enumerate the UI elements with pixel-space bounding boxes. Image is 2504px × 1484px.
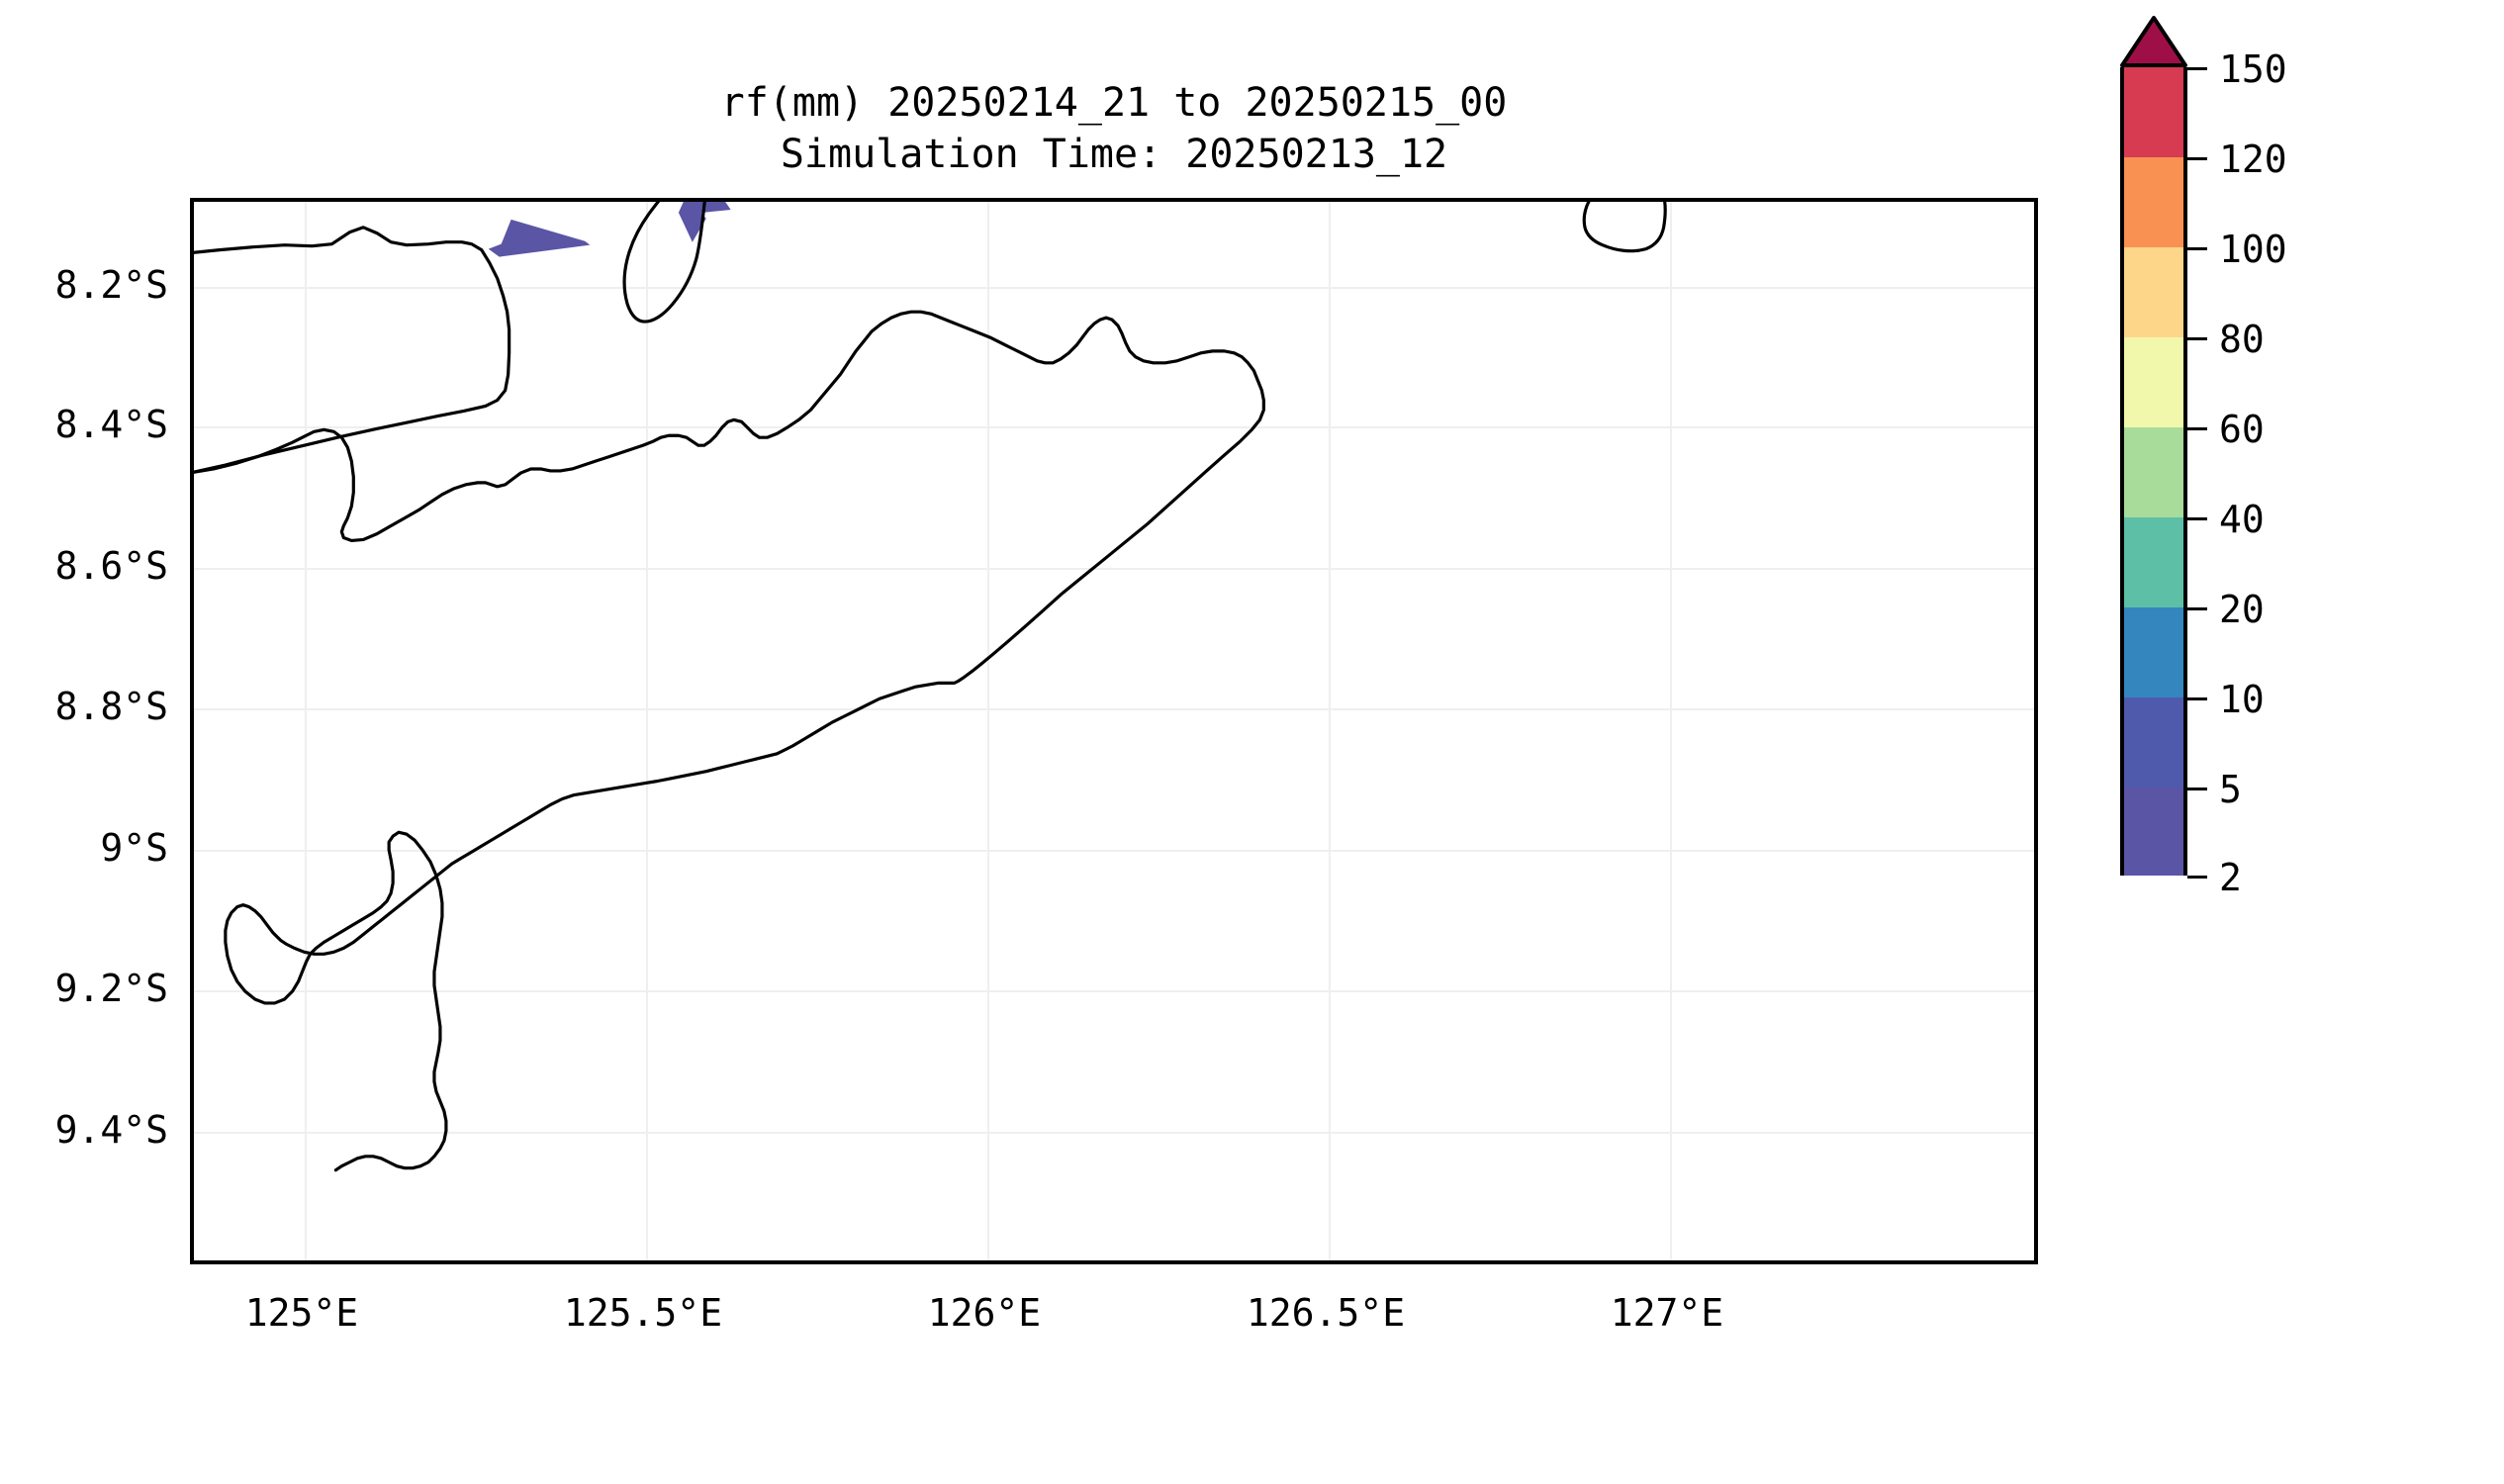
colorbar-over-arrow-icon bbox=[2120, 16, 2187, 67]
colorbar-band-2-5 bbox=[2124, 788, 2183, 876]
colorbar-tick-80 bbox=[2187, 337, 2207, 340]
title-line-secondary: Simulation Time: 20250213_12 bbox=[780, 132, 1448, 177]
colorbar-band-80-100 bbox=[2124, 247, 2183, 337]
colorbar-label-2: 2 bbox=[2219, 856, 2242, 899]
colorbar-tick-60 bbox=[2187, 427, 2207, 430]
colorbar-tick-40 bbox=[2187, 517, 2207, 520]
colorbar-band-20-40 bbox=[2124, 517, 2183, 607]
colorbar-tick-2 bbox=[2187, 876, 2207, 879]
colorbar-band-10-20 bbox=[2124, 607, 2183, 697]
colorbar-tick-10 bbox=[2187, 697, 2207, 700]
ytick-label-8.8: 8.8°S bbox=[54, 685, 168, 728]
ytick-label-8.6: 8.6°S bbox=[54, 544, 168, 588]
coastline-small-north-island bbox=[1582, 202, 1667, 253]
coastline-atauro-island bbox=[622, 202, 706, 324]
title-line-primary: rf(mm) 20250214_21 to 20250215_00 bbox=[720, 80, 1508, 126]
gridline-lat-9.0 bbox=[194, 850, 2034, 852]
xtick-label-127.0: 127°E bbox=[1610, 1291, 1724, 1335]
gridline-lon-126.5 bbox=[1329, 202, 1331, 1260]
map-geometry-layer bbox=[194, 202, 1667, 1172]
colorbar: 150 120 100 80 60 40 20 10 5 2 bbox=[2120, 16, 2496, 910]
gridline-lon-127.0 bbox=[1670, 202, 1672, 1260]
ytick-label-8.2: 8.2°S bbox=[54, 263, 168, 307]
colorbar-band-100-120 bbox=[2124, 157, 2183, 247]
gridline-lon-126.0 bbox=[987, 202, 989, 1260]
xtick-label-126.5: 126.5°E bbox=[1246, 1291, 1406, 1335]
colorbar-band-60-80 bbox=[2124, 337, 2183, 427]
colorbar-label-150: 150 bbox=[2219, 47, 2287, 91]
gridline-lat-9.4 bbox=[194, 1132, 2034, 1134]
colorbar-tick-150 bbox=[2187, 67, 2207, 70]
gridline-lat-8.4 bbox=[194, 426, 2034, 428]
figure-title: rf(mm) 20250214_21 to 20250215_00 Simula… bbox=[190, 77, 2038, 180]
coastline-timor-mainland bbox=[194, 310, 1265, 1172]
colorbar-label-100: 100 bbox=[2219, 228, 2287, 271]
gridline-lon-125.5 bbox=[646, 202, 648, 1260]
colorbar-tick-100 bbox=[2187, 247, 2207, 250]
coastline-northwest-fragment bbox=[194, 226, 511, 474]
xtick-label-126.0: 126°E bbox=[927, 1291, 1042, 1335]
rainfall-patch-4 bbox=[685, 202, 731, 214]
gridline-lat-8.8 bbox=[194, 708, 2034, 710]
colorbar-label-40: 40 bbox=[2219, 498, 2265, 541]
colorbar-label-10: 10 bbox=[2219, 678, 2265, 721]
ytick-label-8.4: 8.4°S bbox=[54, 403, 168, 446]
colorbar-tick-20 bbox=[2187, 607, 2207, 610]
colorbar-label-60: 60 bbox=[2219, 408, 2265, 451]
colorbar-gradient bbox=[2120, 67, 2187, 876]
xtick-label-125.5: 125.5°E bbox=[563, 1291, 723, 1335]
colorbar-band-120-150 bbox=[2124, 67, 2183, 157]
map-plot-inner bbox=[194, 202, 2034, 1260]
colorbar-label-80: 80 bbox=[2219, 318, 2265, 361]
gridline-lon-125.0 bbox=[305, 202, 307, 1260]
rainfall-patch-1 bbox=[488, 219, 591, 257]
ytick-label-9.4: 9.4°S bbox=[54, 1108, 168, 1152]
coastline-group bbox=[194, 202, 1667, 1172]
colorbar-tick-5 bbox=[2187, 788, 2207, 790]
gridline-lat-9.2 bbox=[194, 990, 2034, 992]
ytick-label-9.0: 9°S bbox=[100, 826, 168, 870]
colorbar-band-5-10 bbox=[2124, 697, 2183, 788]
gridline-lat-8.6 bbox=[194, 568, 2034, 570]
colorbar-label-120: 120 bbox=[2219, 138, 2287, 181]
gridline-lat-8.2 bbox=[194, 287, 2034, 289]
xtick-label-125.0: 125°E bbox=[244, 1291, 359, 1335]
colorbar-tick-120 bbox=[2187, 157, 2207, 160]
colorbar-label-5: 5 bbox=[2219, 768, 2242, 811]
map-plot-area bbox=[190, 198, 2038, 1264]
colorbar-label-20: 20 bbox=[2219, 588, 2265, 631]
colorbar-band-40-60 bbox=[2124, 427, 2183, 517]
rainfall-contour-patches bbox=[488, 202, 731, 257]
ytick-label-9.2: 9.2°S bbox=[54, 967, 168, 1010]
